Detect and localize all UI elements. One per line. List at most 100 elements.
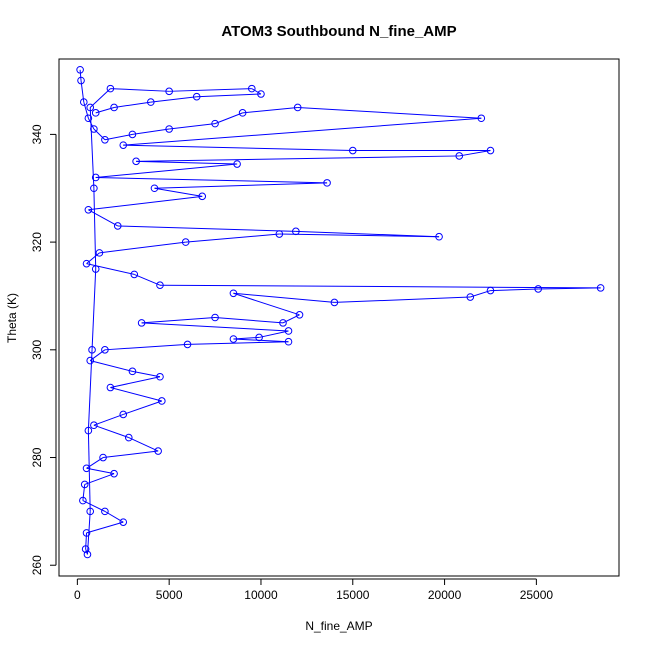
series-line-segment: [99, 241, 186, 254]
data-point: [83, 550, 92, 559]
data-point: [165, 87, 173, 96]
data-point: [110, 103, 118, 112]
data-point: [284, 327, 293, 335]
data-point: [84, 114, 93, 123]
series-line-segment: [88, 209, 118, 227]
data-point: [106, 84, 115, 93]
data-point: [132, 157, 140, 166]
data-point: [534, 285, 543, 293]
series-line-segment: [85, 532, 88, 550]
series-line-segment: [90, 360, 133, 372]
y-tick-label: 340: [30, 124, 44, 144]
series-line-segment: [86, 263, 135, 275]
series-line-segment: [150, 96, 197, 103]
series-line-segment: [104, 343, 188, 351]
data-point: [295, 311, 304, 319]
series-line-segment: [282, 314, 300, 324]
data-point: [91, 173, 100, 182]
data-point: [99, 453, 107, 462]
series-line-segment: [459, 150, 491, 157]
data-point: [486, 286, 495, 295]
series-line-segment: [169, 88, 252, 92]
y-tick-label: 320: [30, 232, 44, 252]
data-point: [233, 160, 241, 168]
data-point: [86, 356, 95, 365]
series-line-segment: [95, 163, 238, 178]
data-point: [84, 205, 93, 214]
data-point: [158, 397, 166, 405]
series-line-segment: [233, 292, 335, 303]
y-tick-label: 280: [30, 447, 44, 467]
x-axis: 0 5000 10000 15000 20000 25000: [74, 578, 554, 602]
data-point: [211, 119, 219, 128]
data-point: [110, 469, 118, 478]
data-point: [106, 383, 115, 392]
series-line-segment: [215, 317, 284, 324]
series-line-segment: [86, 467, 115, 475]
series-line-segment: [110, 387, 162, 402]
x-tick-label: 25000: [520, 588, 554, 602]
series-line-segment: [95, 176, 328, 184]
x-tick-label: 20000: [428, 588, 462, 602]
data-point: [101, 135, 109, 144]
data-point: [84, 426, 93, 435]
data-point: [81, 545, 90, 553]
data-point: [486, 146, 495, 155]
series-line-segment: [196, 93, 261, 98]
data-point: [91, 109, 100, 117]
series-line-segment: [159, 284, 601, 289]
data-point: [477, 114, 486, 123]
data-point: [229, 335, 238, 343]
series-line-segment: [93, 413, 124, 426]
data-point: [86, 103, 95, 112]
series-line-segment: [141, 322, 289, 332]
data-point: [255, 333, 263, 342]
series-line-segment: [128, 437, 159, 452]
series-line-segment: [123, 400, 162, 415]
data-point: [323, 179, 331, 187]
series-line-segment: [87, 349, 93, 431]
series-line-segment: [132, 128, 170, 135]
series-line-segment: [123, 117, 482, 146]
series-line-segment: [114, 101, 151, 108]
data-point: [181, 238, 190, 246]
data-point: [279, 319, 287, 327]
data-point: [101, 507, 109, 516]
x-axis-label: N_fine_AMP: [305, 619, 372, 633]
series-line-segment: [538, 287, 601, 290]
series-line-segment: [154, 182, 328, 189]
series-line-segment: [93, 128, 106, 141]
data-point: [154, 447, 162, 455]
data-point: [156, 372, 164, 381]
data-point: [86, 507, 95, 516]
chart-title: ATOM3 Southbound N_fine_AMP: [221, 23, 456, 40]
data-point: [284, 337, 293, 346]
data-point: [95, 249, 104, 257]
series-line-segment: [187, 341, 289, 345]
data-point: [88, 346, 96, 354]
series-line-segment: [103, 450, 159, 459]
series-line-segment: [86, 511, 91, 555]
series-line-segment: [136, 155, 460, 162]
series-line-segment: [82, 484, 86, 501]
series-line-segment: [104, 133, 133, 141]
series-line-segment: [279, 233, 440, 238]
data-point: [165, 125, 173, 133]
series-line-segment: [233, 292, 300, 316]
series-line-segment: [86, 521, 124, 534]
data-point: [348, 146, 357, 155]
data-point: [455, 152, 464, 160]
x-tick-label: 10000: [244, 588, 278, 602]
data-point: [82, 529, 91, 537]
data-point: [183, 340, 192, 349]
y-axis-label: Theta (K): [5, 293, 19, 343]
series-layer: [76, 65, 605, 559]
data-point: [192, 92, 201, 101]
data-point: [90, 184, 98, 193]
data-point: [211, 313, 219, 322]
data-point: [150, 184, 159, 193]
series-line-segment: [93, 424, 129, 439]
series-line-segment: [91, 269, 97, 350]
series-line-segment: [214, 112, 243, 125]
data-point: [229, 289, 238, 298]
